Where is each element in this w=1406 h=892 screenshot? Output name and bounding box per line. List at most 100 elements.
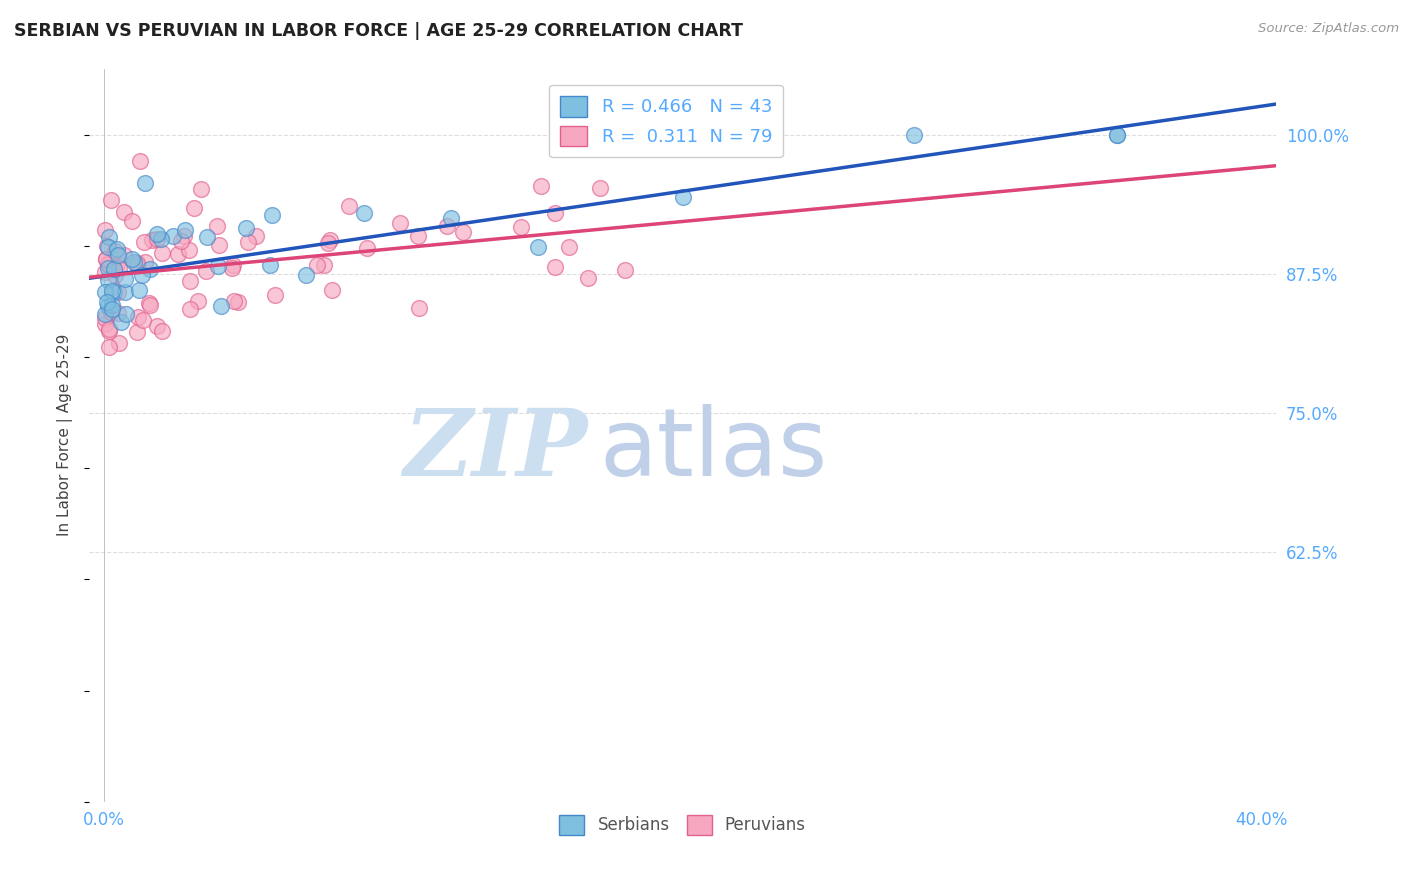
Point [94, 223, 117, 237]
Point [305, 258, 328, 272]
Point [557, 240, 579, 254]
Point [208, 238, 231, 252]
Point [321, 283, 343, 297]
Point [107, 336, 129, 351]
Point [128, 283, 150, 297]
Point [146, 232, 169, 246]
Point [132, 235, 155, 249]
Point [262, 208, 284, 222]
Point [107, 305, 129, 319]
Point [107, 285, 129, 299]
Point [96, 272, 118, 286]
Point [150, 232, 173, 246]
Point [179, 302, 201, 317]
Point [96, 299, 118, 313]
Point [105, 242, 128, 256]
Point [614, 262, 637, 277]
Point [209, 299, 232, 313]
Point [146, 227, 169, 241]
Point [264, 288, 287, 302]
Legend: Serbians, Peruvians: Serbians, Peruvians [550, 805, 815, 845]
Text: atlas: atlas [599, 404, 828, 496]
Point [339, 199, 361, 213]
Point [94, 311, 117, 326]
Point [318, 233, 340, 247]
Point [406, 228, 429, 243]
Point [440, 211, 463, 225]
Point [170, 234, 193, 248]
Point [173, 228, 195, 243]
Point [187, 293, 209, 308]
Point [139, 261, 162, 276]
Point [122, 255, 145, 269]
Point [146, 318, 169, 333]
Point [589, 181, 612, 195]
Point [101, 298, 124, 312]
Point [112, 205, 135, 219]
Point [183, 201, 205, 215]
Point [544, 206, 567, 220]
Point [125, 256, 148, 270]
Point [94, 264, 117, 278]
Point [100, 284, 122, 298]
Point [356, 241, 378, 255]
Point [121, 252, 143, 266]
Point [179, 274, 201, 288]
Point [1105, 128, 1128, 143]
Point [97, 322, 120, 336]
Point [451, 225, 474, 239]
Point [195, 230, 218, 244]
Point [312, 259, 335, 273]
Point [166, 247, 188, 261]
Point [527, 240, 550, 254]
Point [245, 229, 267, 244]
Point [134, 255, 156, 269]
Point [97, 257, 120, 271]
Point [100, 193, 122, 207]
Point [114, 285, 136, 299]
Point [177, 243, 200, 257]
Point [96, 295, 118, 310]
Point [132, 313, 155, 327]
Point [510, 219, 533, 234]
Point [221, 261, 243, 276]
Point [353, 206, 375, 220]
Point [94, 317, 117, 331]
Point [131, 268, 153, 283]
Point [104, 244, 127, 258]
Point [173, 223, 195, 237]
Point [107, 248, 129, 262]
Point [112, 248, 135, 262]
Point [544, 260, 567, 274]
Point [114, 272, 136, 286]
Point [129, 153, 152, 168]
Point [235, 220, 257, 235]
Point [103, 261, 125, 276]
Point [150, 246, 173, 260]
Point [94, 285, 117, 299]
Point [190, 182, 212, 196]
Point [110, 315, 132, 329]
Point [103, 262, 125, 277]
Point [195, 264, 218, 278]
Point [259, 258, 281, 272]
Point [529, 179, 551, 194]
Point [121, 214, 143, 228]
Point [100, 305, 122, 319]
Point [134, 176, 156, 190]
Point [576, 271, 599, 285]
Point [125, 325, 148, 339]
Point [138, 297, 160, 311]
Point [98, 230, 121, 244]
Point [408, 301, 430, 316]
Point [162, 229, 184, 244]
Point [98, 324, 121, 338]
Point [94, 307, 117, 321]
Point [207, 259, 229, 273]
Text: ZIP: ZIP [404, 405, 588, 495]
Point [222, 258, 245, 272]
Point [97, 240, 120, 254]
Point [436, 219, 458, 234]
Point [108, 260, 131, 275]
Point [389, 216, 412, 230]
